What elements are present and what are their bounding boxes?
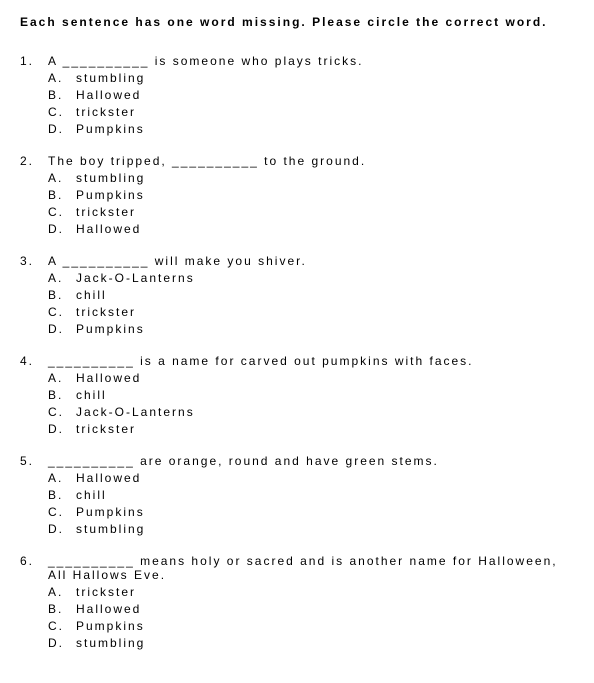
answer-option[interactable]: C.trickster — [20, 205, 574, 219]
option-letter: C. — [48, 405, 76, 419]
option-letter: B. — [48, 488, 76, 502]
question-stem: A __________ is someone who plays tricks… — [48, 54, 574, 68]
option-text: trickster — [76, 105, 136, 119]
question-stem-line: 2.The boy tripped, __________ to the gro… — [20, 154, 574, 168]
answer-option[interactable]: B.Hallowed — [20, 602, 574, 616]
question: 6.__________ means holy or sacred and is… — [20, 554, 574, 650]
option-letter: C. — [48, 505, 76, 519]
option-text: Hallowed — [76, 602, 141, 616]
answer-option[interactable]: D.trickster — [20, 422, 574, 436]
question: 5.__________ are orange, round and have … — [20, 454, 574, 536]
question-stem: __________ are orange, round and have gr… — [48, 454, 574, 468]
option-letter: B. — [48, 602, 76, 616]
question-stem: __________ means holy or sacred and is a… — [48, 554, 574, 582]
option-text: Pumpkins — [76, 188, 145, 202]
option-text: Hallowed — [76, 371, 141, 385]
answer-option[interactable]: B.Pumpkins — [20, 188, 574, 202]
question-number: 1. — [20, 54, 48, 68]
answer-option[interactable]: D.stumbling — [20, 522, 574, 536]
option-text: trickster — [76, 585, 136, 599]
instructions-text: Each sentence has one word missing. Plea… — [20, 15, 574, 29]
option-text: stumbling — [76, 171, 145, 185]
option-text: chill — [76, 288, 107, 302]
option-letter: A. — [48, 371, 76, 385]
option-text: Jack-O-Lanterns — [76, 271, 195, 285]
option-text: Pumpkins — [76, 505, 145, 519]
answer-option[interactable]: B.Hallowed — [20, 88, 574, 102]
question: 3.A __________ will make you shiver. A.Ja… — [20, 254, 574, 336]
question-stem: A __________ will make you shiver. — [48, 254, 574, 268]
answer-option[interactable]: C.trickster — [20, 305, 574, 319]
question-number: 4. — [20, 354, 48, 368]
answer-option[interactable]: A.Hallowed — [20, 471, 574, 485]
question-stem-line: 6.__________ means holy or sacred and is… — [20, 554, 574, 582]
option-letter: B. — [48, 388, 76, 402]
answer-option[interactable]: A.Jack-O-Lanterns — [20, 271, 574, 285]
option-letter: D. — [48, 636, 76, 650]
option-text: Hallowed — [76, 88, 141, 102]
option-letter: D. — [48, 122, 76, 136]
answer-option[interactable]: C.Pumpkins — [20, 505, 574, 519]
question-number: 2. — [20, 154, 48, 168]
question-stem-line: 1.A __________ is someone who plays tric… — [20, 54, 574, 68]
option-letter: B. — [48, 288, 76, 302]
option-letter: D. — [48, 522, 76, 536]
option-letter: D. — [48, 222, 76, 236]
answer-option[interactable]: C.Pumpkins — [20, 619, 574, 633]
question-stem-line: 3.A __________ will make you shiver. — [20, 254, 574, 268]
option-letter: D. — [48, 422, 76, 436]
option-text: trickster — [76, 205, 136, 219]
option-letter: B. — [48, 188, 76, 202]
option-letter: C. — [48, 205, 76, 219]
option-letter: D. — [48, 322, 76, 336]
option-letter: A. — [48, 71, 76, 85]
option-letter: C. — [48, 619, 76, 633]
answer-option[interactable]: B.chill — [20, 488, 574, 502]
question-stem-line: 4.__________ is a name for carved out pu… — [20, 354, 574, 368]
answer-option[interactable]: D.Hallowed — [20, 222, 574, 236]
answer-option[interactable]: B.chill — [20, 288, 574, 302]
answer-option[interactable]: D.Pumpkins — [20, 322, 574, 336]
option-letter: A. — [48, 171, 76, 185]
option-text: Hallowed — [76, 222, 141, 236]
option-text: Jack-O-Lanterns — [76, 405, 195, 419]
option-text: trickster — [76, 305, 136, 319]
option-text: stumbling — [76, 71, 145, 85]
option-text: stumbling — [76, 636, 145, 650]
answer-option[interactable]: A.stumbling — [20, 171, 574, 185]
answer-option[interactable]: A.Hallowed — [20, 371, 574, 385]
option-letter: A. — [48, 471, 76, 485]
answer-option[interactable]: D.Pumpkins — [20, 122, 574, 136]
option-text: Hallowed — [76, 471, 141, 485]
question-number: 5. — [20, 454, 48, 468]
answer-option[interactable]: A.stumbling — [20, 71, 574, 85]
option-letter: C. — [48, 305, 76, 319]
option-letter: A. — [48, 585, 76, 599]
option-text: chill — [76, 488, 107, 502]
answer-option[interactable]: B.chill — [20, 388, 574, 402]
answer-option[interactable]: C.trickster — [20, 105, 574, 119]
option-text: Pumpkins — [76, 619, 145, 633]
option-letter: C. — [48, 105, 76, 119]
option-text: chill — [76, 388, 107, 402]
answer-option[interactable]: D.stumbling — [20, 636, 574, 650]
question: 2.The boy tripped, __________ to the gro… — [20, 154, 574, 236]
question-stem: __________ is a name for carved out pump… — [48, 354, 574, 368]
question-stem-line: 5.__________ are orange, round and have … — [20, 454, 574, 468]
question: 4.__________ is a name for carved out pu… — [20, 354, 574, 436]
option-letter: B. — [48, 88, 76, 102]
question-number: 3. — [20, 254, 48, 268]
option-text: Pumpkins — [76, 122, 145, 136]
option-letter: A. — [48, 271, 76, 285]
question-number: 6. — [20, 554, 48, 582]
question: 1.A __________ is someone who plays tric… — [20, 54, 574, 136]
question-stem: The boy tripped, __________ to the groun… — [48, 154, 574, 168]
answer-option[interactable]: C.Jack-O-Lanterns — [20, 405, 574, 419]
answer-option[interactable]: A.trickster — [20, 585, 574, 599]
questions-list: 1.A __________ is someone who plays tric… — [20, 54, 574, 650]
option-text: stumbling — [76, 522, 145, 536]
option-text: Pumpkins — [76, 322, 145, 336]
option-text: trickster — [76, 422, 136, 436]
